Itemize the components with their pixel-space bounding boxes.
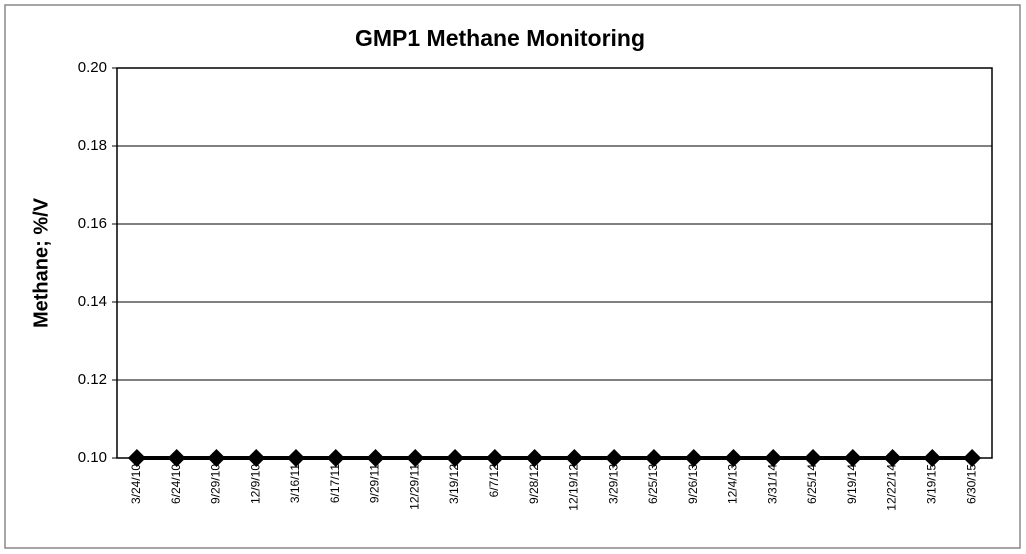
x-tick-label: 9/29/10 (209, 464, 223, 504)
x-tick-label: 6/7/12 (487, 464, 501, 498)
data-marker (684, 449, 703, 467)
x-tick-label: 12/29/11 (407, 464, 421, 510)
chart-title: GMP1 Methane Monitoring (355, 25, 645, 51)
data-marker (247, 449, 266, 467)
data-marker (963, 449, 982, 467)
x-tick-label: 9/26/13 (686, 464, 700, 504)
data-marker (366, 449, 385, 467)
x-tick-label: 6/24/10 (169, 464, 183, 504)
x-tick-label: 6/25/13 (646, 464, 660, 504)
y-tick-label: 0.14 (78, 293, 107, 310)
y-tick-label: 0.20 (78, 59, 107, 76)
data-marker (207, 449, 226, 467)
y-tick-label: 0.12 (78, 371, 107, 388)
x-tick-label: 3/19/15 (925, 464, 939, 504)
data-marker (565, 449, 584, 467)
y-tick-label: 0.18 (78, 137, 107, 154)
x-tick-label: 9/19/14 (845, 464, 859, 504)
x-tick-label: 12/4/13 (726, 464, 740, 504)
data-marker (286, 449, 305, 467)
data-marker (764, 449, 783, 467)
data-marker (923, 449, 942, 467)
y-tick-label: 0.16 (78, 215, 107, 232)
data-marker (485, 449, 504, 467)
x-tick-label: 3/29/13 (606, 464, 620, 504)
x-tick-label: 3/24/10 (129, 464, 143, 504)
y-tick-label: 0.10 (78, 449, 107, 466)
y-axis-label: Methane; %/V (30, 197, 52, 328)
x-tick-label: 6/17/11 (328, 464, 342, 503)
data-marker (724, 449, 743, 467)
x-tick-label: 3/16/11 (288, 464, 302, 503)
data-marker (644, 449, 663, 467)
data-marker (883, 449, 902, 467)
x-tick-label: 12/22/14 (885, 464, 899, 511)
data-marker (167, 449, 186, 467)
data-marker (406, 449, 425, 467)
x-tick-label: 6/30/15 (964, 464, 978, 504)
data-marker (326, 449, 345, 467)
data-marker (446, 449, 465, 467)
x-tick-label: 9/28/12 (527, 464, 541, 504)
x-tick-label: 12/9/10 (248, 464, 262, 504)
data-marker (127, 449, 146, 467)
data-marker (804, 449, 823, 467)
x-tick-label: 6/25/14 (805, 464, 819, 504)
x-tick-label: 12/19/12 (567, 464, 581, 511)
data-marker (525, 449, 544, 467)
data-marker (843, 449, 862, 467)
data-marker (605, 449, 624, 467)
plot-area (116, 67, 993, 459)
x-tick-label: 3/19/12 (447, 464, 461, 504)
x-tick-label: 9/29/11 (368, 464, 382, 503)
x-tick-label: 3/31/14 (765, 464, 779, 504)
